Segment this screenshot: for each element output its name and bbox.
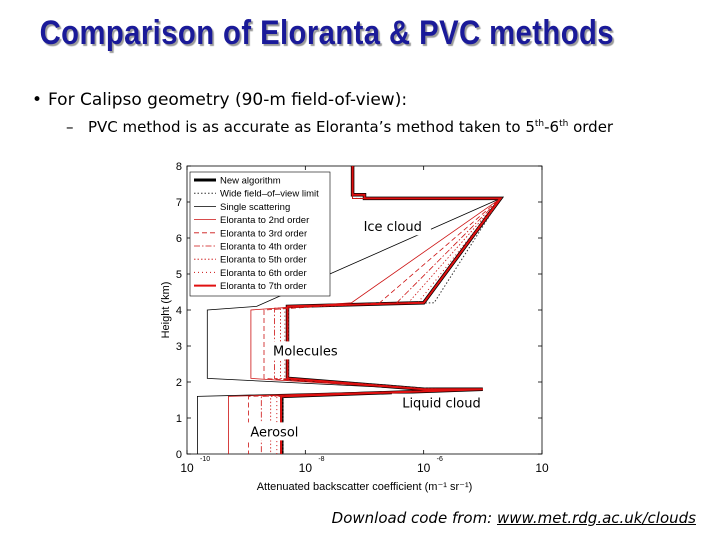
legend-label: Eloranta to 7th order <box>220 281 307 292</box>
y-tick-label: 0 <box>176 449 182 461</box>
annotation-box <box>391 393 492 412</box>
download-link[interactable]: www.met.rdg.ac.uk/clouds <box>497 509 696 527</box>
legend-label: Eloranta to 2nd order <box>220 215 309 226</box>
sub-bullet: – PVC method is as accurate as Eloranta’s… <box>66 118 613 136</box>
legend-box <box>189 171 331 297</box>
y-tick-label: 2 <box>176 377 182 389</box>
y-tick-label: 7 <box>176 197 182 209</box>
annotation-box <box>267 341 344 360</box>
bullet-point: • For Calipso geometry (90-m field-of-vie… <box>32 90 407 110</box>
x-tick-exponent: -6 <box>437 456 443 463</box>
footer: Download code from: www.met.rdg.ac.uk/cl… <box>332 509 696 527</box>
x-tick-label: 10 <box>535 461 549 475</box>
sub-bullet-text: PVC method is as accurate as Eloranta’s … <box>88 118 535 136</box>
x-tick-label: 10 <box>417 461 431 475</box>
x-axis-label: Attenuated backscatter coefficient (m⁻¹ … <box>257 481 473 493</box>
legend-label: Eloranta to 4th order <box>220 242 307 253</box>
sub-bullet-dash: – <box>66 118 74 136</box>
sub-bullet-ordinal-2: th <box>559 119 569 129</box>
annotation-box <box>354 217 431 236</box>
annotation-label: Molecules <box>273 344 338 359</box>
y-tick-label: 6 <box>176 233 182 245</box>
x-tick-exponent: -8 <box>318 456 324 463</box>
sub-bullet-end: order <box>568 118 614 136</box>
footer-label: Download code from: <box>331 509 498 527</box>
annotation-label: Aerosol <box>250 425 298 440</box>
bullet-dot: • <box>32 90 43 110</box>
legend-label: New algorithm <box>220 176 281 187</box>
y-axis-label: Height (km) <box>160 282 172 339</box>
y-tick-label: 3 <box>176 341 182 353</box>
y-tick-label: 8 <box>176 161 182 173</box>
sub-bullet-ordinal-1: th <box>534 119 545 129</box>
slide-title: Comparison of Eloranta & PVC methods <box>39 14 614 52</box>
sub-bullet-mid: -6 <box>544 118 560 136</box>
annotation-label: Liquid cloud <box>402 397 481 412</box>
y-tick-label: 1 <box>176 413 182 425</box>
legend-label: Eloranta to 6th order <box>220 268 307 279</box>
legend-label: Eloranta to 3rd order <box>220 228 307 239</box>
legend-label: Eloranta to 5th order <box>220 255 307 266</box>
bullet-text: For Calipso geometry (90-m field-of-view… <box>48 90 408 110</box>
series-line-9 <box>280 166 503 454</box>
x-tick-label: 10 <box>299 461 313 475</box>
legend-label: Wide field–of–view limit <box>220 189 319 200</box>
y-tick-label: 4 <box>176 305 182 317</box>
y-tick-label: 5 <box>176 269 182 281</box>
x-tick-exponent: -10 <box>200 456 210 463</box>
legend-label: Single scattering <box>220 202 290 213</box>
annotation-box <box>243 422 305 441</box>
annotation-label: Ice cloud <box>364 220 422 235</box>
x-tick-label: 10 <box>180 461 194 475</box>
